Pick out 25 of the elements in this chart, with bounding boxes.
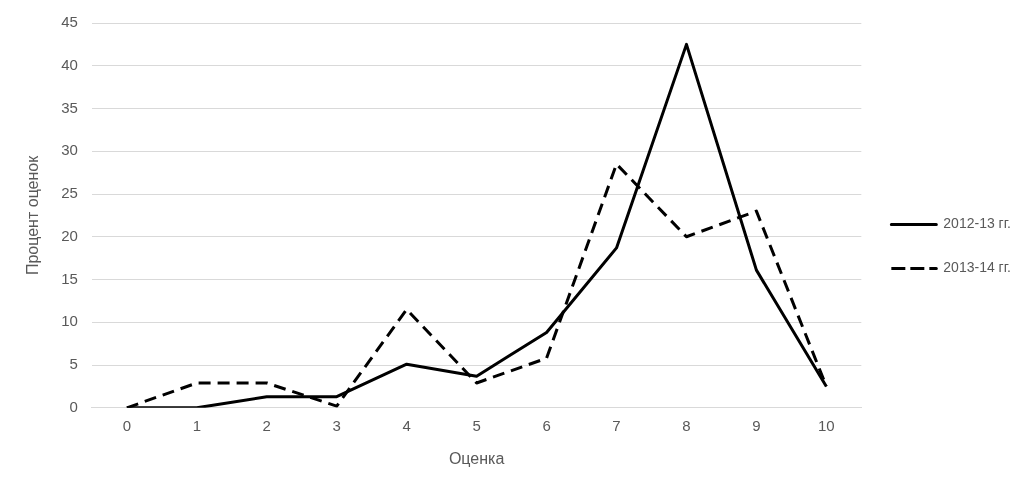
x-tick-label: 0 <box>122 416 132 434</box>
x-tick-label: 5 <box>472 416 481 434</box>
y-tick-label: 0 <box>69 397 78 415</box>
x-tick-label: 8 <box>682 416 691 434</box>
x-tick-label: 9 <box>752 416 761 434</box>
y-tick-label: 25 <box>61 184 78 202</box>
y-tick-label: 15 <box>61 269 78 287</box>
y-tick-label: 20 <box>61 226 78 244</box>
x-tick-label: 7 <box>612 416 621 434</box>
y-tick-label: 30 <box>61 141 78 159</box>
x-axis-title: Оценка <box>448 449 505 467</box>
y-tick-label: 10 <box>61 312 78 330</box>
x-tick-label: 4 <box>402 416 411 434</box>
y-tick-label: 5 <box>69 355 78 373</box>
y-tick-label: 40 <box>61 55 78 73</box>
x-tick-label: 10 <box>818 416 835 434</box>
legend-label: 2013-14 гг. <box>943 259 1012 276</box>
x-tick-label: 2 <box>262 416 271 434</box>
y-axis-title: Процент оценок <box>24 154 42 276</box>
y-tick-label: 35 <box>61 98 78 116</box>
legend-label: 2012-13 гг. <box>943 215 1012 232</box>
x-tick-label: 1 <box>192 416 201 434</box>
x-tick-label: 3 <box>332 416 341 434</box>
x-tick-label: 6 <box>542 416 551 434</box>
y-tick-label: 45 <box>61 13 78 31</box>
